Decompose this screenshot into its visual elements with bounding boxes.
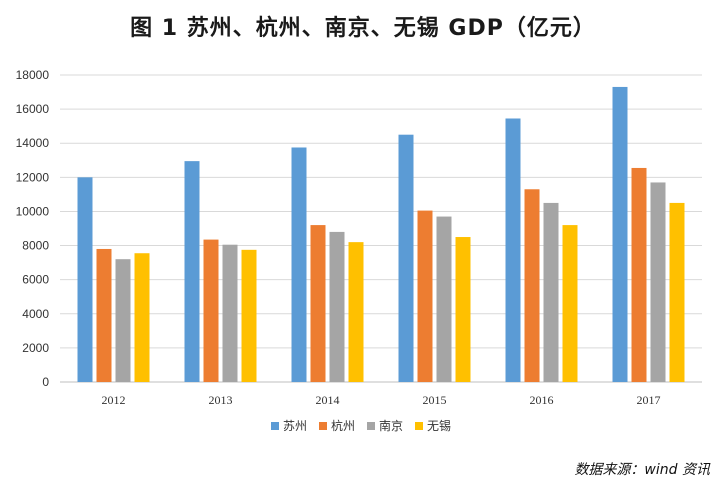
bar-2013-1: [203, 239, 219, 382]
x-tick-label: 2014: [316, 393, 340, 407]
source-note: 数据来源：wind 资讯: [574, 462, 710, 478]
y-tick-label: 6000: [22, 273, 49, 287]
legend-label: 无锡: [427, 418, 451, 433]
bar-2017-3: [669, 202, 685, 382]
bar-2017-2: [650, 182, 666, 382]
bar-2015-2: [436, 216, 452, 382]
x-tick-label: 2013: [209, 393, 233, 407]
legend-label: 苏州: [283, 419, 307, 433]
bar-2016-0: [505, 118, 521, 382]
y-tick-label: 16000: [16, 102, 50, 116]
bar-2015-3: [455, 237, 471, 382]
y-tick-label: 0: [42, 375, 49, 389]
bar-2014-3: [348, 242, 364, 382]
chart-title: 图 1 苏州、杭州、南京、无锡 GDP（亿元）: [130, 16, 596, 41]
x-tick-label: 2012: [102, 393, 126, 407]
x-tick-label: 2015: [423, 393, 447, 407]
legend-swatch: [415, 422, 423, 430]
bar-2016-3: [562, 225, 578, 382]
bar-2015-1: [417, 210, 433, 382]
y-tick-label: 4000: [22, 307, 49, 321]
bar-2016-1: [524, 189, 540, 382]
bar-2017-0: [612, 86, 628, 382]
y-tick-label: 12000: [16, 170, 50, 184]
x-tick-label: 2017: [637, 393, 661, 407]
y-tick-label: 18000: [16, 68, 50, 82]
legend-swatch: [271, 422, 279, 430]
y-tick-label: 2000: [22, 341, 49, 355]
bar-2013-3: [241, 249, 257, 382]
x-tick-label: 2016: [530, 393, 554, 407]
bar-2014-1: [310, 225, 326, 382]
bar-2012-0: [77, 177, 93, 382]
bar-2012-3: [134, 253, 150, 382]
bar-2017-1: [631, 167, 647, 382]
legend-swatch: [319, 422, 327, 430]
bar-2015-0: [398, 134, 414, 382]
bar-2016-2: [543, 202, 559, 382]
bar-2014-0: [291, 147, 307, 382]
y-tick-label: 14000: [16, 136, 50, 150]
bar-2013-0: [184, 161, 200, 382]
bar-2012-2: [115, 259, 131, 382]
legend-swatch: [367, 422, 375, 430]
bar-2013-2: [222, 244, 238, 382]
bar-2014-2: [329, 231, 345, 382]
legend-label: 南京: [379, 418, 403, 433]
legend-label: 杭州: [331, 418, 355, 433]
y-tick-label: 10000: [16, 204, 50, 218]
bar-2012-1: [96, 248, 112, 382]
y-tick-label: 8000: [22, 239, 49, 253]
